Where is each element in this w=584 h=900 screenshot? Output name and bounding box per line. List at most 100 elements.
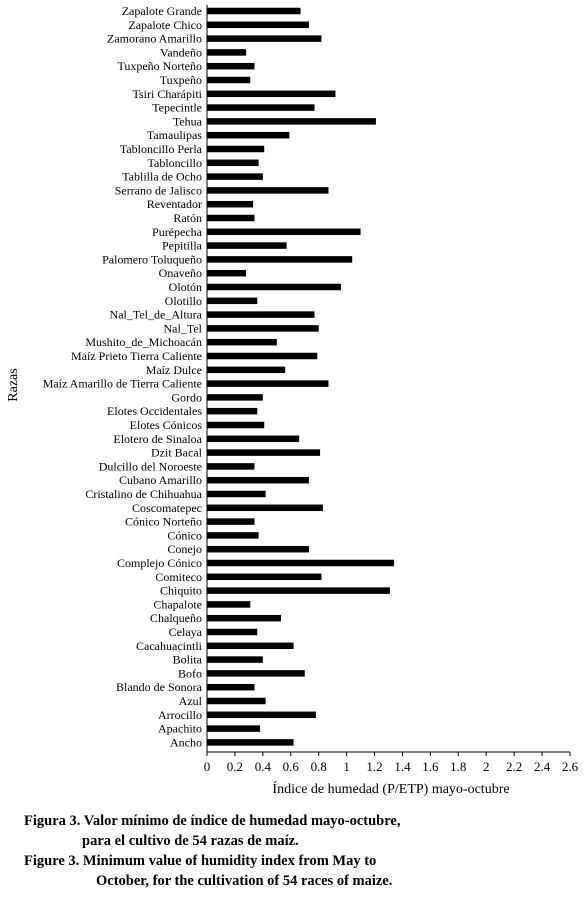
category-label: Palomero Toluqueño — [102, 252, 202, 266]
bar-13 — [207, 187, 329, 194]
category-label: Comiteco — [155, 570, 202, 584]
category-label: Apachito — [158, 722, 202, 736]
x-tick-label: 1.8 — [450, 759, 466, 774]
bar-48 — [207, 670, 305, 677]
x-tick-label: 1.2 — [366, 759, 382, 774]
bar-52 — [207, 725, 261, 732]
category-label: Cacahuacintli — [136, 639, 203, 653]
x-tick-label: 0.8 — [311, 759, 327, 774]
bar-2 — [207, 35, 322, 42]
bar-43 — [207, 601, 251, 608]
caption-spanish-line-2: para el cultivo de 54 razas de maíz. — [82, 833, 299, 849]
bar-3 — [207, 49, 247, 56]
category-label: Tehua — [173, 114, 203, 128]
bar-36 — [207, 504, 323, 512]
x-tick-label: 1 — [343, 759, 350, 774]
category-label: Vandeño — [160, 45, 202, 59]
category-label: Chalqueño — [150, 611, 202, 625]
category-label: Elotes Cónicos — [130, 418, 203, 432]
category-label: Mushito_de_Michoacán — [85, 335, 202, 349]
bar-51 — [207, 711, 316, 719]
x-tick-label: 0.6 — [283, 759, 300, 774]
category-label: Dulcillo del Noroeste — [99, 459, 202, 473]
x-tick-label: 0.2 — [227, 759, 243, 774]
category-label: Onaveño — [159, 266, 202, 280]
category-label: Cristalino de Chihuahua — [85, 487, 202, 501]
bar-7 — [207, 104, 315, 111]
category-label: Reventador — [147, 197, 202, 211]
bar-4 — [207, 62, 255, 70]
category-label: Cónico Norteño — [125, 515, 202, 529]
bar-40 — [207, 559, 395, 567]
bar-1 — [207, 21, 309, 29]
bar-10 — [207, 145, 265, 153]
bar-22 — [207, 311, 315, 318]
category-label: Zapalote Grande — [122, 4, 202, 18]
category-label: Tsiri Charápiti — [133, 87, 203, 101]
x-tick-label: 2.6 — [562, 759, 579, 774]
category-label: Azul — [179, 694, 203, 708]
category-label: Dzit Bacal — [151, 446, 203, 460]
category-label: Purépecha — [152, 225, 203, 239]
category-label: Ancho — [170, 735, 202, 749]
category-label: Ratón — [173, 211, 202, 225]
bar-50 — [207, 697, 266, 705]
category-label: Maíz Prieto Tierra Caliente — [71, 349, 202, 363]
category-label: Blando de Sonora — [116, 680, 203, 694]
category-label: Nal_Tel — [164, 321, 203, 335]
bar-35 — [207, 490, 266, 498]
bar-31 — [207, 435, 300, 443]
bar-24 — [207, 338, 277, 346]
bar-8 — [207, 118, 376, 125]
bar-14 — [207, 200, 254, 208]
category-label: Olotillo — [165, 294, 202, 308]
bar-49 — [207, 683, 255, 691]
category-label: Tabloncillo Perla — [120, 142, 203, 156]
bar-27 — [207, 380, 329, 387]
x-tick-label: 2.4 — [534, 759, 551, 774]
bar-42 — [207, 587, 390, 594]
bar-5 — [207, 76, 251, 84]
category-label: Tuxpeño Norteño — [117, 59, 202, 73]
bar-34 — [207, 476, 309, 484]
bar-32 — [207, 449, 321, 456]
bar-17 — [207, 242, 287, 249]
bars-group — [207, 7, 395, 746]
x-tick-label: 1.4 — [394, 759, 411, 774]
bar-23 — [207, 325, 319, 332]
category-label: Tamaulipas — [147, 128, 202, 142]
bar-0 — [207, 7, 301, 15]
x-tick-label: 1.6 — [422, 759, 439, 774]
x-tick-label: 0.4 — [255, 759, 272, 774]
bar-21 — [207, 297, 258, 305]
bar-9 — [207, 131, 290, 139]
bar-46 — [207, 642, 294, 650]
bar-37 — [207, 518, 255, 525]
caption-english-line-1: Figure 3. Minimum value of humidity inde… — [24, 853, 377, 869]
bar-39 — [207, 545, 309, 553]
bar-47 — [207, 656, 263, 663]
category-label: Tabloncillo — [148, 156, 202, 170]
category-label: Maíz Amarillo de Tierra Caliente — [43, 377, 202, 391]
category-label: Zamorano Amarillo — [107, 32, 202, 46]
category-label: Gordo — [171, 390, 202, 404]
x-tick-label: 2.2 — [506, 759, 522, 774]
category-label: Celaya — [169, 625, 203, 639]
category-label: Tablilla de Ocho — [122, 170, 202, 184]
bar-28 — [207, 394, 263, 401]
bar-26 — [207, 366, 286, 374]
category-label: Tepecintle — [152, 101, 202, 115]
bar-30 — [207, 421, 265, 429]
bar-41 — [207, 573, 322, 581]
x-axis-ticks: 0 0.2 0.4 0.6 0.8 1 1.2 1.4 1.6 1.8 2 2.2 2.4 2.6 — [204, 752, 579, 774]
x-tick-label: 2 — [483, 759, 490, 774]
bar-15 — [207, 214, 255, 222]
bar-19 — [207, 269, 247, 277]
category-label: Tuxpeño — [160, 73, 202, 87]
category-label: Complejo Cónico — [117, 556, 202, 570]
category-label: Chapalote — [153, 597, 202, 611]
category-label: Pepitilla — [162, 239, 203, 253]
category-label: Conejo — [167, 542, 202, 556]
category-label: Chiquito — [160, 584, 202, 598]
